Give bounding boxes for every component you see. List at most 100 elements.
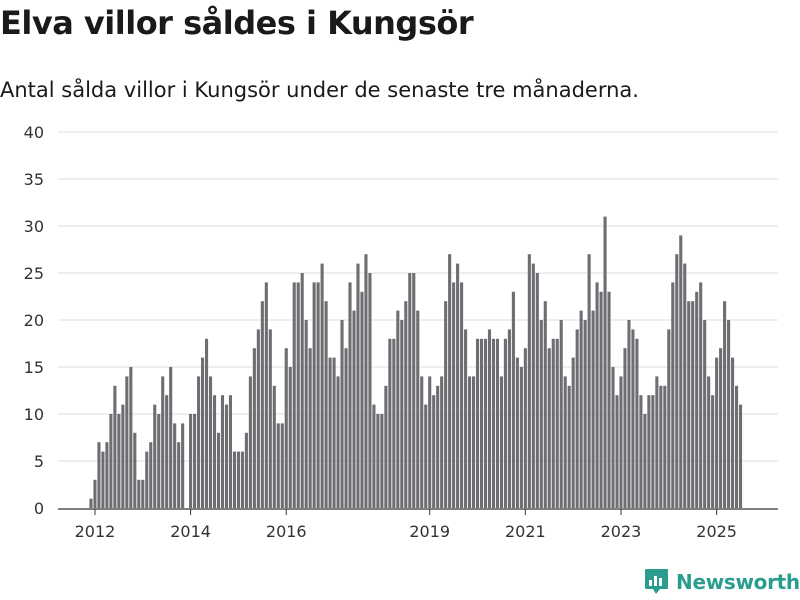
bar [623,348,627,508]
bar [205,338,209,508]
highlight-value-label: 11 [735,0,754,4]
bar [232,451,236,508]
bar [264,282,268,508]
bar [715,357,719,508]
bar [491,338,496,508]
bar [691,301,695,508]
y-axis-labels: 0 5 10 15 20 25 30 35 40 [24,123,44,518]
bar [647,395,651,508]
bar [101,451,105,508]
bar [208,376,213,508]
y-tick-label: 0 [34,499,44,518]
bar [543,301,547,508]
x-axis-labels: 2012 2014 2016 2019 2021 2023 2025 [75,509,737,541]
bar [224,404,229,508]
bar [499,376,503,508]
bar [479,338,484,508]
bar [268,329,272,508]
bar [89,498,93,508]
bar [412,273,416,508]
bar [372,404,376,508]
bar [408,273,412,508]
bar [304,320,308,508]
x-tick-label: 2012 [75,522,116,541]
x-tick-label: 2014 [170,522,211,541]
bar [240,451,244,508]
bar [603,216,607,508]
bar [703,320,707,508]
bar [699,282,703,508]
bar [420,376,424,508]
bar [356,263,360,508]
bar [113,385,117,508]
bar [424,404,428,508]
bar [141,479,145,508]
bar [523,348,527,508]
x-tick-label: 2019 [409,522,450,541]
x-tick-label: 2025 [696,522,737,541]
bar [157,414,161,508]
bar [583,320,587,508]
bar [503,338,507,508]
bar [483,338,488,508]
bar [292,282,296,508]
bar [579,310,583,508]
y-tick-label: 15 [24,358,44,377]
bar [404,301,408,508]
bar [137,479,141,508]
bar [236,451,240,508]
bar [244,432,248,508]
bar [181,423,185,508]
bar [252,348,256,508]
bar [173,423,177,508]
bar [328,357,332,508]
bar [416,310,420,508]
bar [711,395,715,508]
bar [547,348,551,508]
bar [507,329,511,508]
bar [129,367,133,508]
bar [364,254,368,508]
bar [567,385,571,508]
bar [659,385,663,508]
bar [531,263,535,508]
bar [719,348,723,508]
bar [288,367,292,508]
brand-name: Newsworthy [676,569,800,594]
bar [675,254,679,508]
y-tick-label: 20 [24,311,44,330]
bar [695,291,699,508]
bar [284,348,288,508]
x-tick-label: 2023 [601,522,642,541]
bar [667,329,671,508]
bar [619,376,623,508]
bar [452,282,456,508]
bar [384,385,388,508]
bar [519,367,523,508]
bar [663,385,667,508]
bar [153,404,157,508]
bar [376,414,380,508]
y-tick-label: 10 [24,405,44,424]
bar [348,282,352,508]
bar [352,310,356,508]
bar [679,235,683,508]
bar [535,273,539,508]
bar [615,395,619,508]
bar [312,282,316,508]
bar [189,414,193,508]
bar [611,367,615,508]
bar [551,338,555,508]
bar [220,395,225,508]
bar [587,254,591,508]
bar [599,291,603,508]
x-tick-label: 2021 [505,522,546,541]
bar [563,376,567,508]
bar [440,376,444,508]
bar [272,385,276,508]
bar [671,282,675,508]
bar [738,404,743,508]
bar [396,310,400,508]
bar [201,357,205,508]
chart-subtitle: Antal sålda villor i Kungsör under de se… [0,78,639,102]
